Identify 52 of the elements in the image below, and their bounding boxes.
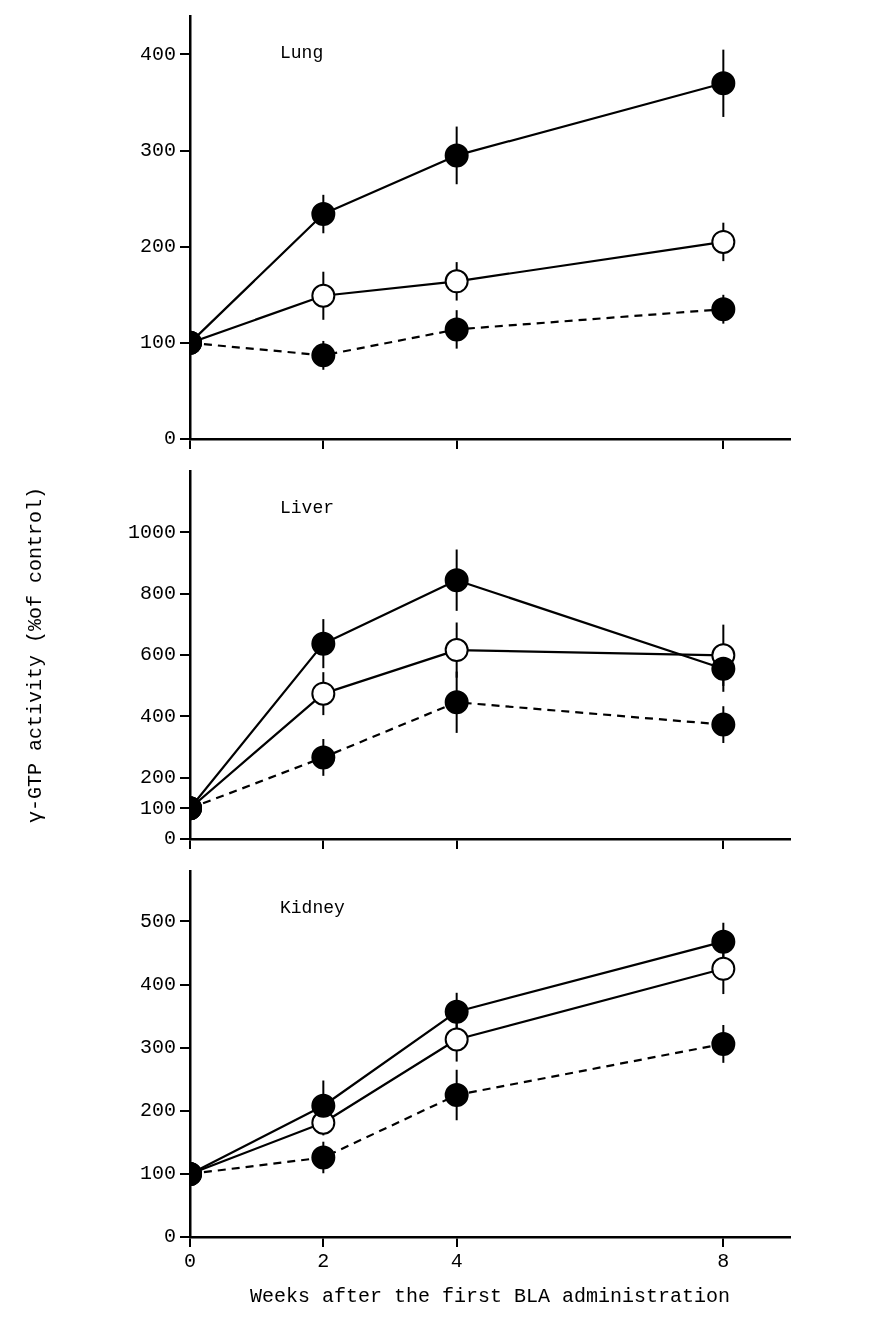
annotation: Kidney — [280, 897, 346, 918]
y-tick-label: 300 — [139, 138, 176, 162]
y-tick-label: 600 — [139, 643, 176, 667]
y-tick-label: 100 — [139, 1162, 176, 1186]
point — [711, 712, 736, 737]
point — [311, 1093, 336, 1118]
y-tick-label: 200 — [139, 765, 176, 789]
y-tick-label: 1000 — [127, 520, 176, 544]
point — [711, 1031, 736, 1056]
annotation: Liver — [280, 497, 335, 518]
y-tick-label: 400 — [139, 972, 176, 996]
point — [311, 283, 336, 308]
y-tick-label: 500 — [139, 909, 176, 933]
x-axis-title: Weeks after the first BLA administration — [249, 1285, 731, 1309]
y-tick-label: 0 — [163, 1225, 176, 1249]
x-tick-label: 4 — [450, 1250, 463, 1274]
point — [444, 1027, 469, 1052]
y-tick-label: 400 — [139, 42, 176, 66]
annotation: Lung — [280, 42, 324, 63]
y-axis-title: γ-GTP activity (%of control) — [24, 486, 48, 824]
y-tick-label: 100 — [139, 331, 176, 355]
point — [444, 999, 469, 1024]
point — [711, 929, 736, 954]
point — [444, 143, 469, 168]
point — [444, 690, 469, 715]
point — [311, 343, 336, 368]
x-tick-label: 0 — [183, 1250, 197, 1274]
y-tick-label: 0 — [163, 827, 176, 851]
point — [444, 638, 469, 663]
y-tick-label: 400 — [139, 704, 176, 728]
point — [311, 1145, 336, 1170]
point — [711, 956, 736, 981]
point — [311, 631, 336, 656]
point — [444, 1083, 469, 1108]
point — [311, 681, 336, 706]
point — [711, 656, 736, 681]
point — [444, 317, 469, 342]
point — [711, 229, 736, 254]
y-tick-label: 300 — [139, 1035, 176, 1059]
point — [311, 202, 336, 227]
x-tick-label: 8 — [717, 1250, 730, 1274]
point — [311, 745, 336, 770]
y-tick-label: 100 — [139, 796, 176, 820]
point — [711, 71, 736, 96]
y-tick-label: 0 — [163, 427, 176, 451]
y-tick-label: 200 — [139, 235, 176, 259]
x-tick-label: 2 — [317, 1250, 330, 1274]
point — [444, 568, 469, 593]
point — [711, 297, 736, 322]
y-tick-label: 800 — [139, 581, 176, 605]
y-tick-label: 200 — [139, 1099, 176, 1123]
point — [444, 269, 469, 294]
